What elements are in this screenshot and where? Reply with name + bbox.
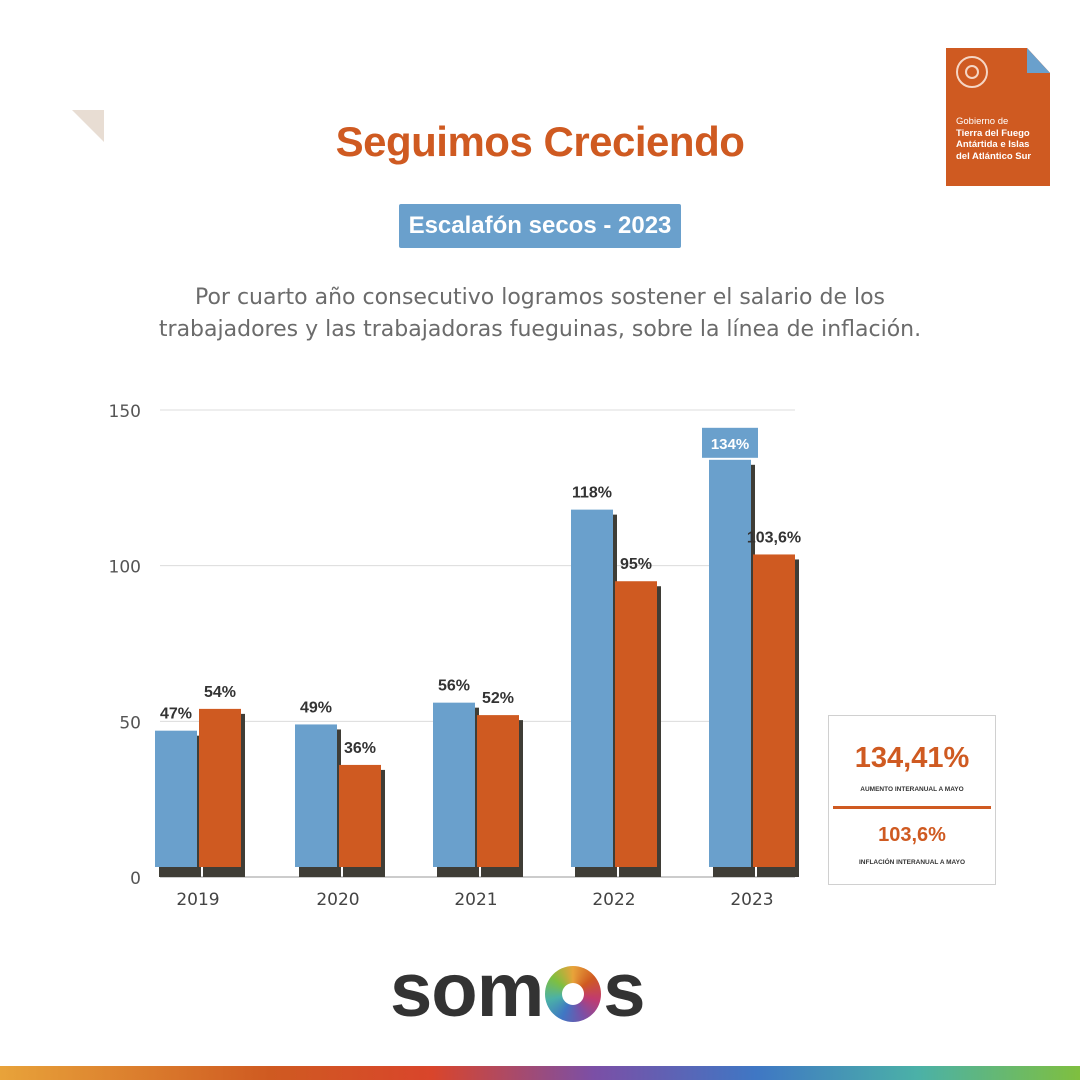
bar	[477, 715, 519, 867]
brand-text-end: s	[603, 947, 645, 1033]
y-tick-label: 150	[109, 402, 141, 422]
rainbow-bottom-bar	[0, 1066, 1080, 1080]
logo-line-4: del Atlántico Sur	[956, 150, 1032, 162]
data-label: 47%	[160, 706, 192, 723]
description-line-2: trabajadores y las trabajadoras fueguina…	[158, 317, 922, 342]
subtitle-wrapper: Escalafón secos - 2023	[0, 204, 1080, 248]
summary-increase-value: 134,41%	[854, 742, 970, 774]
data-label: 103,6%	[747, 529, 801, 546]
data-label: 134%	[711, 436, 749, 453]
data-label: 52%	[482, 690, 514, 707]
summary-inflation-value: 103,6%	[878, 824, 946, 846]
summary-divider	[833, 806, 991, 809]
bar	[709, 459, 751, 867]
y-tick-label: 0	[130, 869, 141, 889]
x-tick-label: 2021	[454, 890, 497, 910]
summary-increase-caption: AUMENTO INTERANUAL A MAYO	[860, 786, 964, 793]
description-line-1: Por cuarto año consecutivo logramos sost…	[194, 285, 886, 310]
y-tick-label: 100	[109, 558, 141, 578]
data-label: 118%	[572, 485, 612, 502]
y-tick-label: 50	[119, 713, 141, 733]
data-label: 49%	[300, 699, 332, 716]
logo-text: Gobierno de Tierra del Fuego Antártida e…	[956, 116, 1031, 162]
data-label: 95%	[620, 556, 652, 573]
summary-box: 134,41% AUMENTO INTERANUAL A MAYO 103,6%…	[828, 715, 996, 885]
subtitle-badge: Escalafón secos - 2023	[398, 204, 682, 248]
bar	[571, 509, 613, 867]
somos-logo: som s	[390, 940, 646, 1040]
x-tick-label: 2019	[176, 890, 219, 910]
brand-text-start: som	[390, 947, 544, 1033]
logo-line-2: Tierra del Fuego	[956, 127, 1030, 139]
bar	[753, 554, 795, 867]
data-label: 54%	[204, 684, 236, 701]
logo-line-3: Antártida e Islas	[956, 139, 1030, 150]
summary-inflation-caption: INFLACIÓN INTERANUAL A MAYO	[858, 859, 966, 866]
x-tick-label: 2023	[730, 890, 773, 910]
data-label: 36%	[344, 740, 376, 757]
bar	[339, 764, 381, 867]
data-label: 56%	[438, 678, 470, 695]
bar	[155, 730, 197, 867]
description: Por cuarto año consecutivo logramos sost…	[60, 282, 1020, 346]
logo-fold-corner	[1027, 48, 1050, 73]
bar	[615, 581, 657, 867]
seal-icon	[956, 56, 988, 88]
bar	[199, 708, 241, 867]
highlight-badge	[702, 427, 758, 458]
bar	[295, 724, 337, 867]
x-tick-label: 2020	[316, 890, 359, 910]
colorful-o-icon	[545, 966, 602, 1022]
logo-line-1: Gobierno de	[956, 116, 1009, 127]
page-title: Seguimos Creciendo	[335, 118, 745, 165]
x-tick-label: 2022	[592, 890, 635, 910]
bar	[433, 702, 475, 867]
